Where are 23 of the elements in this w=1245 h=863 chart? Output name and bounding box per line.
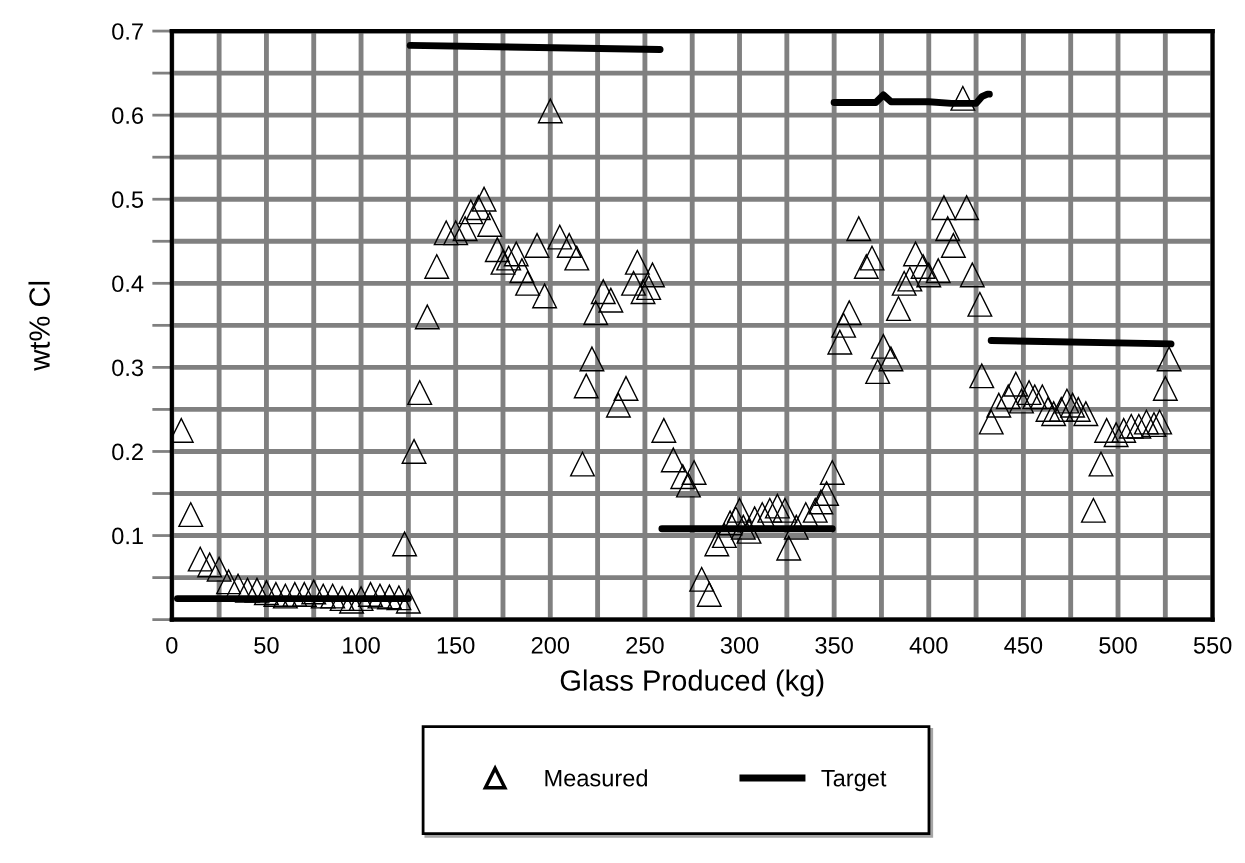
legend-label: Target — [821, 770, 887, 792]
legend-label: Measured — [545, 769, 647, 787]
y-tick-label: 0.7 — [112, 23, 143, 40]
x-tick-label: 150 — [437, 636, 475, 654]
x-tick-label: 100 — [343, 636, 380, 654]
y-tick-label: 0.6 — [112, 107, 143, 124]
x-tick-label: 200 — [531, 636, 570, 654]
x-tick-label: 350 — [815, 636, 853, 654]
x-tick-label: 550 — [1193, 636, 1232, 654]
y-tick-label: 0.5 — [112, 191, 144, 209]
x-tick-label: 0 — [166, 636, 178, 654]
y-tick-label: 0.3 — [112, 359, 143, 377]
x-tick-label: 250 — [626, 636, 664, 654]
x-tick-label: 500 — [1099, 636, 1137, 654]
x-axis-title: Glass Produced (kg) — [560, 669, 824, 697]
y-tick-label: 0.2 — [112, 443, 143, 461]
y-axis-title: wt% Cl — [28, 281, 50, 371]
x-tick-label: 300 — [720, 636, 759, 654]
x-tick-label: 50 — [254, 636, 279, 654]
y-tick-label: 0.1 — [112, 527, 143, 545]
x-tick-label: 450 — [1004, 636, 1043, 654]
x-tick-label: 400 — [909, 636, 948, 654]
y-tick-label: 0.4 — [112, 275, 144, 293]
